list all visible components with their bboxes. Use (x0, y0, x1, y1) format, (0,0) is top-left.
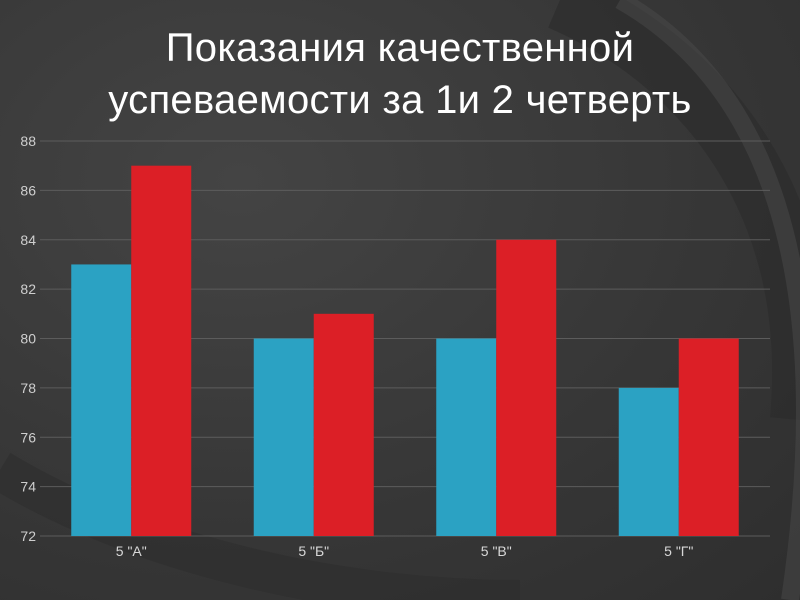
y-tick-label: 82 (20, 281, 36, 297)
chart-title: Показания качественной успеваемости за 1… (0, 22, 800, 126)
y-tick-label: 76 (20, 429, 36, 445)
bar-series-1-4 (618, 387, 679, 536)
y-axis-ticks: 72 74 76 78 80 82 84 86 88 (20, 133, 36, 544)
x-tick-label: 5 "В" (481, 543, 512, 559)
bar-series-1-3 (436, 338, 497, 536)
y-tick-label: 88 (20, 133, 36, 149)
y-tick-label: 80 (20, 331, 36, 347)
y-tick-label: 74 (20, 479, 36, 495)
chart-title-line-2: успеваемости за 1и 2 четверть (108, 78, 692, 122)
bar-series-1-2 (253, 338, 314, 536)
x-axis-ticks: 5 "А" 5 "Б" 5 "В" 5 "Г" (116, 543, 694, 559)
bar-series-2-4 (678, 338, 739, 536)
bars (71, 165, 739, 536)
x-tick-label: 5 "А" (116, 543, 147, 559)
bar-series-2-2 (313, 313, 374, 536)
bar-series-2-1 (131, 165, 192, 536)
y-tick-label: 72 (20, 528, 36, 544)
x-tick-label: 5 "Б" (298, 543, 329, 559)
chart-title-line-1: Показания качественной (165, 26, 635, 70)
x-tick-label: 5 "Г" (664, 543, 693, 559)
y-tick-label: 84 (20, 232, 36, 248)
y-tick-label: 78 (20, 380, 36, 396)
bar-series-1-1 (71, 264, 132, 536)
y-tick-label: 86 (20, 182, 36, 198)
bar-series-2-3 (496, 239, 557, 536)
